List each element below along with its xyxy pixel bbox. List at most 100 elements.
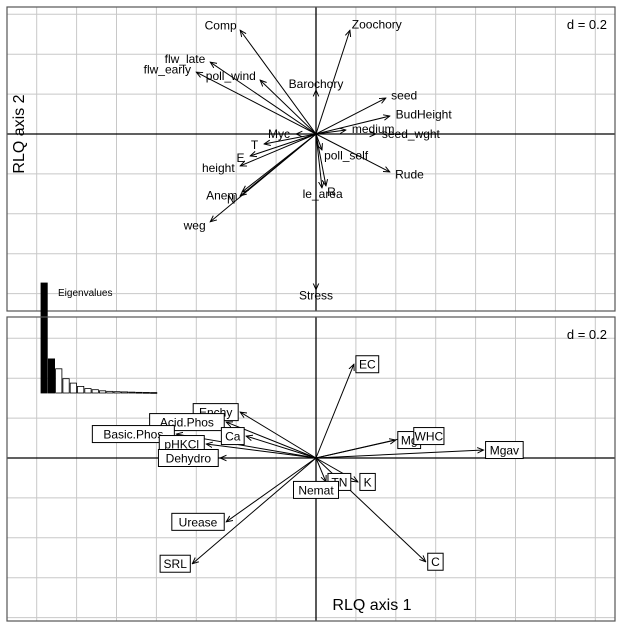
x-axis-label: RLQ axis 1: [332, 597, 411, 614]
traits-scale-label: d = 0.2: [567, 17, 607, 32]
arrow-mgav: [315, 450, 484, 459]
arrow-enchy: [240, 412, 317, 459]
env-label-box: [355, 355, 380, 374]
eigenvalue-bar: [84, 388, 92, 394]
eigenvalue-bar: [62, 378, 70, 394]
env-label-box: [159, 554, 191, 573]
env-label-text: pHKCl: [164, 438, 199, 452]
arrow-rude: [315, 133, 390, 172]
trait-label-rude: Rude: [395, 168, 424, 182]
env-label-mgav: Mgav: [485, 441, 524, 460]
eigenvalue-bar: [69, 382, 77, 394]
eigenvalue-bar: [77, 385, 85, 394]
env-label-c: C: [427, 552, 444, 571]
arrow-medium: [315, 130, 346, 135]
env-label-text: WHC: [415, 430, 444, 444]
trait-label-r: R: [327, 185, 336, 199]
env-label-box: [427, 552, 444, 571]
eigenvalue-bar: [47, 358, 55, 394]
env-label-whc: WHC: [413, 427, 445, 446]
trait-label-flw-early: flw_early: [144, 62, 191, 76]
eigenvalue-bar: [142, 392, 150, 394]
env-label-text: EC: [359, 358, 376, 372]
eigenvalue-bars: [40, 282, 158, 394]
env-label-k: K: [359, 472, 376, 491]
arrow-zoochory: [315, 30, 350, 135]
arrow-whc: [315, 436, 412, 459]
trait-label-le-area: le_area: [303, 187, 343, 201]
arrow-ca: [246, 436, 317, 459]
env-label-dehydro: Dehydro: [157, 449, 219, 467]
env-label-text: Mgav: [490, 444, 519, 458]
env-label-box: [359, 472, 376, 491]
env-label-box: [293, 480, 339, 499]
env-label-text: C: [431, 555, 440, 569]
eigenvalue-bar: [91, 389, 99, 394]
trait-label-comp: Comp: [205, 18, 237, 32]
eigenvalue-bar: [99, 390, 107, 394]
env-label-srl: SRL: [159, 554, 191, 573]
trait-label-flw-late: flw_late: [165, 52, 206, 66]
env-label-text: Dehydro: [166, 452, 212, 466]
trait-arrows: [196, 30, 390, 289]
arrow-weg: [210, 133, 317, 222]
environment-panel: Eigenvalues ECEnchyAcid.PhosBasic.PhospH…: [6, 282, 616, 622]
environment-panel-frame: [6, 316, 616, 622]
y-axis-label: RLQ axis 2: [11, 94, 28, 173]
eigenvalue-bar: [135, 391, 143, 394]
trait-label-anem: Anem: [206, 189, 237, 203]
arrow-flw-late: [210, 62, 317, 135]
trait-label-weg: weg: [183, 219, 206, 233]
eigenvalue-bar: [106, 390, 114, 394]
env-label-box: [91, 425, 175, 444]
env-label-urease: Urease: [171, 512, 225, 531]
arrow-tn: [315, 457, 326, 482]
trait-label-seed-wght: seed_wght: [382, 127, 441, 141]
arrow-poll-wind: [260, 80, 317, 135]
trait-label-zoochory: Zoochory: [352, 18, 402, 32]
eigenvalue-bar: [128, 391, 136, 394]
env-label-text: K: [364, 475, 372, 489]
env-label-box: [157, 449, 219, 467]
arrow-comp: [240, 30, 317, 135]
env-label-box: [485, 441, 524, 460]
env-label-ca: Ca: [220, 427, 245, 446]
env-label-text: Urease: [179, 515, 218, 529]
eigenvalue-bar: [150, 392, 158, 394]
env-label-box: [413, 427, 445, 446]
arrow-budheight: [315, 116, 390, 135]
trait-label-budheight: BudHeight: [396, 108, 453, 122]
eigenvalue-bar: [55, 368, 63, 394]
arrow-e: [250, 133, 317, 156]
env-label-text: Ca: [225, 430, 241, 444]
environment-grid: [7, 317, 615, 621]
trait-label-poll-wind: poll_wind: [206, 69, 256, 83]
eigenvalues-title: Eigenvalues: [58, 288, 112, 299]
env-label-nemat: Nemat: [293, 480, 339, 499]
arrow-urease: [226, 457, 317, 522]
arrow-phkcl: [206, 444, 317, 459]
eigenvalue-bar: [40, 282, 48, 394]
arrow-r: [315, 133, 326, 186]
trait-label-t: T: [251, 138, 259, 152]
arrow-le-area: [315, 133, 322, 188]
trait-label-seed: seed: [391, 88, 417, 102]
environment-labels: ECEnchyAcid.PhosBasic.PhospHKClCaDehydro…: [91, 355, 524, 573]
traits-panel-frame: [6, 6, 616, 312]
trait-label-barochory: Barochory: [289, 77, 344, 91]
arrow-seed: [315, 98, 386, 135]
trait-label-myc: Myc: [268, 127, 290, 141]
arrow-t: [264, 133, 317, 144]
trait-label-poll-self: poll_self: [324, 149, 369, 163]
env-label-basic-phos: Basic.Phos: [91, 425, 175, 444]
eigenvalue-bar: [120, 391, 129, 394]
trait-label-height: height: [202, 161, 235, 175]
trait-label-e: E: [236, 151, 244, 165]
arrow-ec: [315, 364, 354, 459]
trait-label-medium: medium: [352, 122, 395, 136]
env-label-box: [171, 512, 225, 531]
